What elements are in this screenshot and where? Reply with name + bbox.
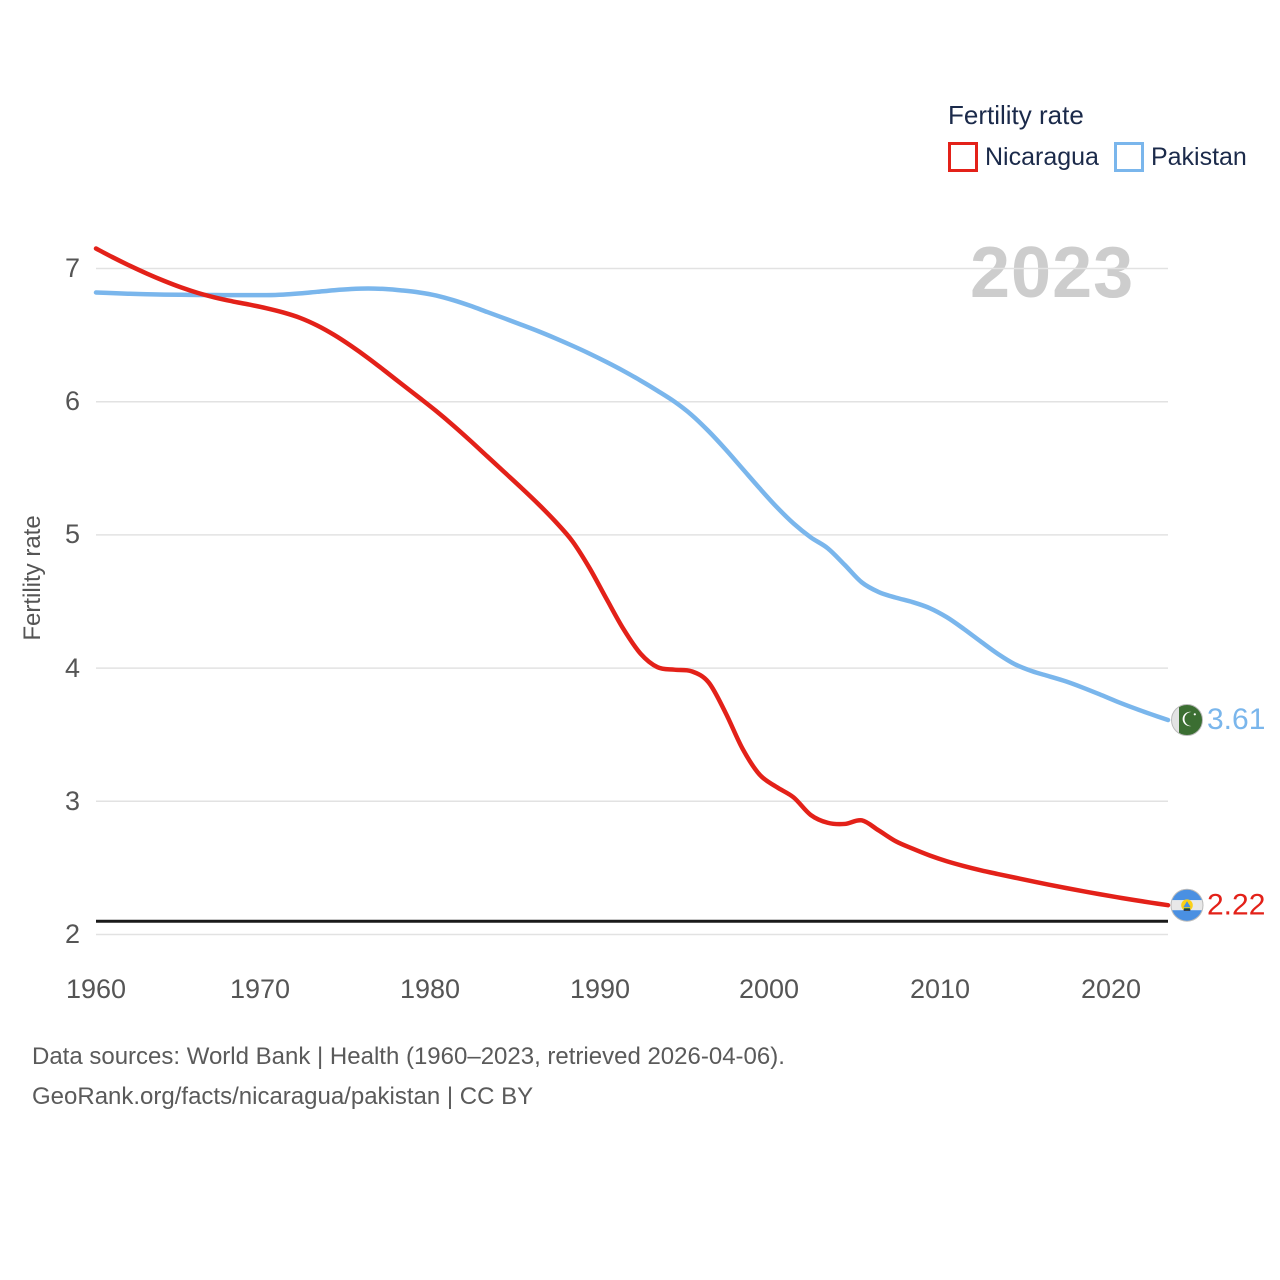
svg-text:6: 6	[65, 386, 80, 416]
svg-text:1970: 1970	[230, 974, 290, 1004]
svg-text:1990: 1990	[570, 974, 630, 1004]
svg-text:2.22: 2.22	[1207, 889, 1265, 922]
svg-text:2020: 2020	[1081, 974, 1141, 1004]
svg-text:2000: 2000	[739, 974, 799, 1004]
svg-text:4: 4	[65, 653, 80, 683]
svg-text:1960: 1960	[66, 974, 126, 1004]
svg-text:Fertility rate: Fertility rate	[19, 515, 46, 640]
svg-text:5: 5	[65, 519, 80, 549]
svg-text:2010: 2010	[910, 974, 970, 1004]
svg-text:3.61: 3.61	[1207, 703, 1265, 736]
svg-text:2: 2	[65, 919, 80, 949]
svg-text:3: 3	[65, 786, 80, 816]
svg-text:1980: 1980	[400, 974, 460, 1004]
svg-text:7: 7	[65, 253, 80, 283]
